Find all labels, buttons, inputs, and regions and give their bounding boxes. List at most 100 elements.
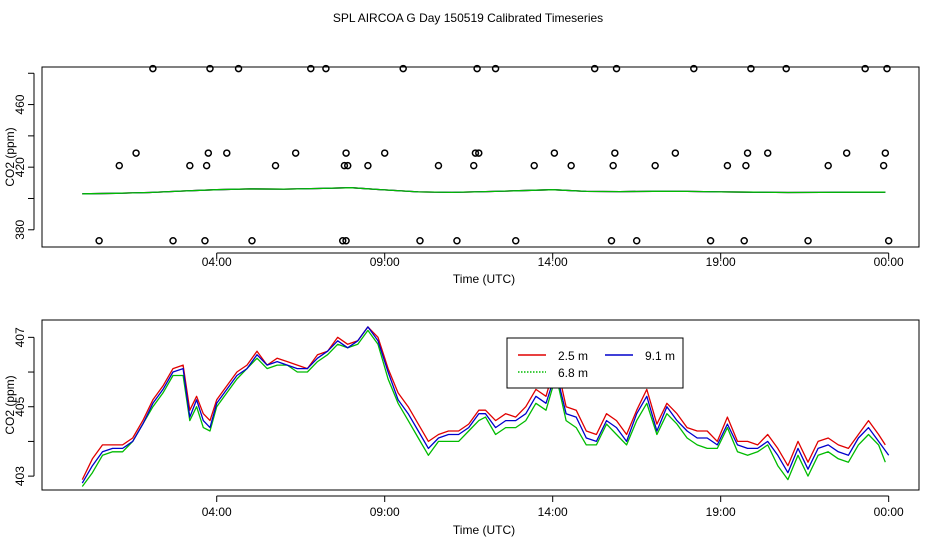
calibration-point bbox=[567, 161, 575, 170]
calibration-point bbox=[763, 149, 772, 157]
calibration-point bbox=[204, 149, 213, 157]
calibration-point bbox=[434, 161, 443, 170]
y-tick-label: 380 bbox=[13, 219, 27, 239]
legend-label-9-1m: 9.1 m bbox=[645, 349, 675, 363]
calibration-point bbox=[883, 64, 891, 73]
panel-top: Time (UTC) CO2 (ppm) 04:00 09:00 14:00 19:0… bbox=[3, 64, 920, 286]
y-tick-label: 460 bbox=[13, 94, 27, 114]
figure-title: SPL AIRCOA G Day 150519 Calibrated Times… bbox=[333, 11, 603, 25]
legend-label-2-5m: 2.5 m bbox=[558, 349, 588, 363]
x-tick-label: 00:00 bbox=[874, 505, 904, 519]
x-tick-label: 04:00 bbox=[202, 255, 232, 269]
calibration-point bbox=[202, 161, 211, 170]
calibration-point bbox=[706, 236, 715, 245]
calibration-point bbox=[743, 149, 752, 157]
calibration-point bbox=[473, 64, 481, 73]
series-line-6-8-m bbox=[82, 187, 886, 195]
y-tick-label: 405 bbox=[13, 396, 27, 416]
y-axis-label-top: CO2 (ppm) bbox=[3, 127, 17, 186]
legend-box bbox=[506, 337, 684, 389]
x-tick-label: 09:00 bbox=[370, 505, 400, 519]
calibration-point bbox=[632, 236, 641, 245]
calibration-point bbox=[271, 161, 280, 170]
y-tick-label: 403 bbox=[13, 466, 27, 486]
calibration-point bbox=[879, 161, 888, 170]
calibration-point bbox=[590, 64, 599, 73]
x-axis-label-top: Time (UTC) bbox=[453, 272, 515, 286]
x-tick-label: 14:00 bbox=[538, 505, 568, 519]
calibration-point bbox=[471, 149, 480, 157]
calibration-point bbox=[342, 149, 350, 157]
calibration-point bbox=[881, 149, 890, 157]
calibration-point bbox=[399, 64, 407, 73]
calibration-point bbox=[115, 161, 124, 170]
series-line-9-1-m bbox=[81, 326, 890, 484]
x-tick-label: 00:00 bbox=[874, 255, 904, 269]
calibration-point bbox=[364, 161, 372, 170]
y-axis-label-bottom: CO2 (ppm) bbox=[3, 375, 17, 434]
y-tick-label: 407 bbox=[13, 327, 27, 347]
axes-top: 04:00 09:00 14:00 19:00 00:00 380 420 460 bbox=[13, 72, 904, 269]
calibration-point bbox=[475, 149, 483, 157]
calibration-points bbox=[95, 64, 893, 245]
calibration-point bbox=[186, 161, 194, 170]
calibration-point bbox=[95, 236, 103, 245]
calibration-point bbox=[342, 236, 350, 245]
x-axis-label-bottom: Time (UTC) bbox=[453, 523, 515, 537]
series-bottom bbox=[81, 326, 890, 487]
calibration-point bbox=[149, 64, 157, 73]
calibration-point bbox=[861, 64, 869, 73]
plot-frame-top bbox=[41, 66, 920, 248]
calibration-point bbox=[201, 236, 209, 245]
calibration-point bbox=[550, 149, 559, 157]
calibration-point bbox=[671, 149, 680, 157]
x-tick-label: 19:00 bbox=[706, 505, 736, 519]
calibration-point bbox=[416, 236, 424, 245]
calibration-point bbox=[690, 64, 698, 73]
series-line-6-8-m bbox=[81, 329, 886, 487]
x-tick-label: 09:00 bbox=[370, 255, 400, 269]
calibration-point bbox=[248, 236, 256, 245]
axes-bottom: 04:00 09:00 14:00 19:00 00:00 403 405 407 bbox=[13, 327, 904, 519]
x-tick-label: 19:00 bbox=[706, 255, 736, 269]
calibration-point bbox=[651, 161, 659, 170]
series-top bbox=[82, 187, 886, 195]
calibration-point bbox=[322, 64, 330, 73]
calibration-point bbox=[234, 64, 243, 73]
calibration-point bbox=[782, 64, 790, 73]
calibration-point bbox=[132, 149, 140, 157]
legend-label-6-8m: 6.8 m bbox=[558, 366, 588, 380]
calibration-point bbox=[742, 161, 750, 170]
calibration-point bbox=[223, 149, 231, 157]
calibration-point bbox=[609, 161, 617, 170]
calibration-point bbox=[453, 236, 461, 245]
calibration-point bbox=[530, 161, 538, 170]
calibration-point bbox=[804, 236, 812, 245]
calibration-point bbox=[469, 161, 478, 170]
calibration-point bbox=[338, 236, 347, 245]
x-tick-label: 04:00 bbox=[202, 505, 232, 519]
series-line-2-5-m bbox=[81, 326, 886, 480]
calibration-point bbox=[747, 64, 755, 73]
x-tick-label: 14:00 bbox=[538, 255, 568, 269]
calibration-point bbox=[291, 149, 300, 157]
calibration-point bbox=[343, 161, 352, 170]
calibration-point bbox=[884, 236, 893, 245]
calibration-point bbox=[511, 236, 520, 245]
calibration-point bbox=[824, 161, 832, 170]
calibration-point bbox=[723, 161, 732, 170]
calibration-point bbox=[612, 64, 621, 73]
calibration-point bbox=[307, 64, 315, 73]
y-tick-label: 420 bbox=[13, 157, 27, 177]
calibration-point bbox=[206, 64, 214, 73]
calibration-point bbox=[842, 149, 851, 157]
calibration-point bbox=[491, 64, 500, 73]
calibration-point bbox=[611, 149, 619, 157]
plot-frame-bottom bbox=[41, 319, 920, 491]
calibration-point bbox=[169, 236, 177, 245]
calibration-point bbox=[607, 236, 616, 245]
panel-bottom: Time (UTC) CO2 (ppm) 04:00 09:00 14:00 19:0… bbox=[3, 319, 920, 537]
legend: 2.5 m 9.1 m 6.8 m bbox=[506, 337, 684, 389]
calibration-point bbox=[340, 161, 349, 170]
